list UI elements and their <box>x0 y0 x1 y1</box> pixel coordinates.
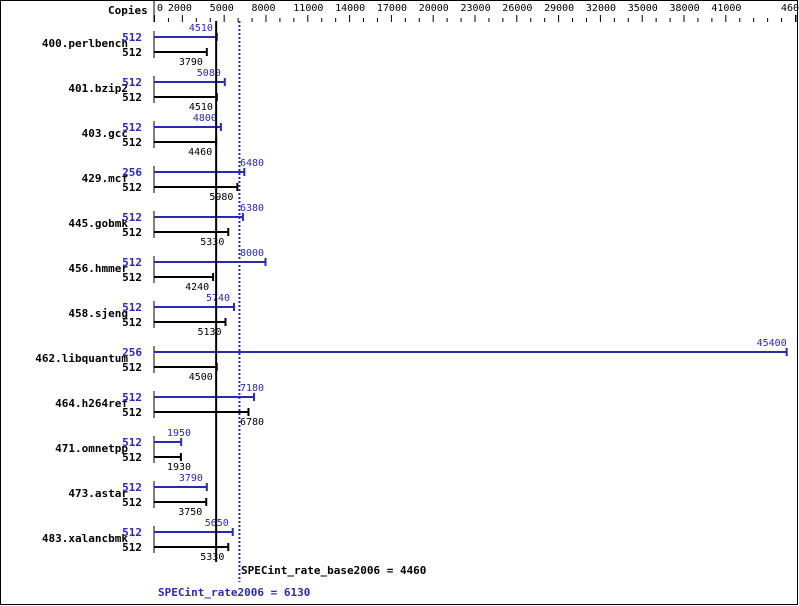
value-label: 4460 <box>188 147 212 158</box>
copies-label: 512 <box>122 46 142 59</box>
benchmark-name: 471.omnetpp <box>55 442 128 455</box>
copies-label: 512 <box>122 451 142 464</box>
value-label: 3790 <box>179 473 203 484</box>
reference-lines: SPECint_rate_base2006 = 4460 SPECint_rate… <box>158 21 426 599</box>
tick-label: 5000 <box>210 3 234 14</box>
value-label: 3750 <box>178 507 202 518</box>
tick-label: 32000 <box>586 3 616 14</box>
copies-label: 512 <box>122 76 142 89</box>
value-label: 6780 <box>240 417 264 428</box>
value-label: 6380 <box>240 203 264 214</box>
benchmark-name: 403.gcc <box>82 127 128 140</box>
value-label: 4510 <box>189 102 213 113</box>
copies-header: Copies <box>108 4 148 17</box>
tick-label: 11000 <box>293 3 323 14</box>
value-label: 5080 <box>197 68 221 79</box>
benchmark-name: 483.xalancbmk <box>42 532 128 545</box>
copies-label: 512 <box>122 136 142 149</box>
copies-label: 256 <box>122 166 142 179</box>
value-label: 7180 <box>240 383 264 394</box>
tick-label: 46000 <box>781 3 799 14</box>
value-label: 45400 <box>757 338 787 349</box>
copies-label: 512 <box>122 481 142 494</box>
tick-label: 17000 <box>377 3 407 14</box>
tick-label: 2000 <box>168 3 192 14</box>
copies-label: 512 <box>122 226 142 239</box>
tick-label: 26000 <box>502 3 532 14</box>
copies-label: 512 <box>122 361 142 374</box>
benchmark-name: 401.bzip2 <box>68 82 128 95</box>
benchmark-name: 445.gobmk <box>68 217 128 230</box>
benchmark-name: 429.mcf <box>82 172 128 185</box>
value-label: 6480 <box>240 158 264 169</box>
copies-label: 512 <box>122 91 142 104</box>
value-label: 4240 <box>185 282 209 293</box>
copies-label: 512 <box>122 181 142 194</box>
benchmark-name: 464.h264ref <box>55 397 128 410</box>
tick-label: 29000 <box>544 3 574 14</box>
tick-label: 41000 <box>711 3 741 14</box>
copies-label: 512 <box>122 526 142 539</box>
value-label: 4510 <box>189 23 213 34</box>
benchmark-name: 456.hmmer <box>68 262 128 275</box>
benchmark-row: 483.xalancbmk51256505125330 <box>42 518 234 563</box>
bars: 400.perlbench51245105123790401.bzip25125… <box>35 23 788 563</box>
value-label: 5740 <box>206 293 230 304</box>
value-label: 4500 <box>189 372 213 383</box>
tick-label: 20000 <box>419 3 449 14</box>
tick-label: 0 <box>157 3 163 14</box>
value-label: 5330 <box>200 552 224 563</box>
copies-label: 512 <box>122 121 142 134</box>
copies-label: 512 <box>122 211 142 224</box>
value-label: 4800 <box>193 113 217 124</box>
copies-label: 512 <box>122 271 142 284</box>
value-label: 5330 <box>200 237 224 248</box>
copies-label: 256 <box>122 346 142 359</box>
benchmark-name: 473.astar <box>68 487 128 500</box>
copies-label: 512 <box>122 406 142 419</box>
copies-label: 512 <box>122 256 142 269</box>
copies-label: 512 <box>122 391 142 404</box>
benchmark-name: 462.libquantum <box>35 352 128 365</box>
value-label: 1930 <box>167 462 191 473</box>
value-label: 3790 <box>179 57 203 68</box>
benchmark-name: 400.perlbench <box>42 37 128 50</box>
copies-label: 512 <box>122 436 142 449</box>
benchmark-name: 458.sjeng <box>68 307 128 320</box>
value-label: 5130 <box>197 327 221 338</box>
base-mean-label: SPECint_rate_base2006 = 4460 <box>241 564 426 577</box>
tick-label: 38000 <box>670 3 700 14</box>
x-axis: 0 2000 5000 8000 11000 14000 17000 20000 23000 26… <box>153 0 799 22</box>
peak-mean-label: SPECint_rate2006 = 6130 <box>158 586 310 599</box>
value-label: 1950 <box>167 428 191 439</box>
copies-label: 512 <box>122 496 142 509</box>
value-label: 8000 <box>240 248 264 259</box>
copies-label: 512 <box>122 316 142 329</box>
copies-label: 512 <box>122 541 142 554</box>
copies-label: 512 <box>122 31 142 44</box>
tick-label: 8000 <box>251 3 275 14</box>
tick-label: 23000 <box>461 3 491 14</box>
value-label: 5980 <box>209 192 233 203</box>
tick-label: 35000 <box>628 3 658 14</box>
copies-label: 512 <box>122 301 142 314</box>
tick-label: 14000 <box>335 3 365 14</box>
